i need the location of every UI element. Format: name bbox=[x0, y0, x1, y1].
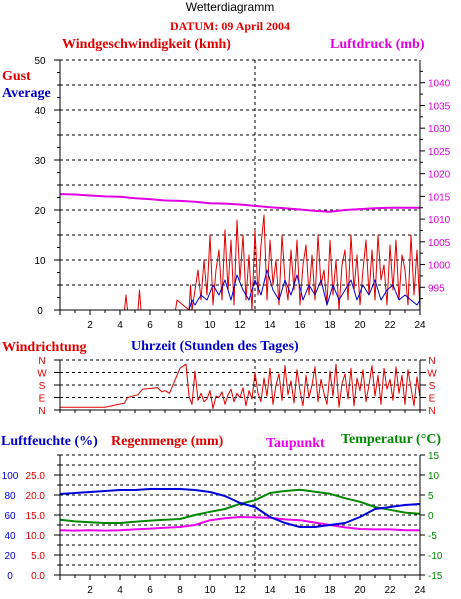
humidity-title: Luftfeuchte (%) bbox=[1, 434, 98, 449]
direction-left-tick-label: N bbox=[38, 356, 45, 367]
dewpoint-series-line bbox=[59, 516, 420, 532]
pressure-y-tick-label: 1020 bbox=[428, 170, 451, 181]
direction-right-tick-label: N bbox=[428, 356, 435, 367]
average-series-line bbox=[60, 269, 421, 311]
temperature-y-tick-label: -5 bbox=[428, 531, 437, 542]
wind-speed-title: Windgeschwindigkeit (kmh) bbox=[62, 37, 231, 52]
pressure-y-tick-label: 1030 bbox=[428, 124, 451, 135]
wind-x-tick-label: 24 bbox=[414, 320, 426, 331]
date-label: DATUM: 09 April 2004 bbox=[170, 19, 290, 33]
humidity-x-tick-label: 24 bbox=[414, 585, 426, 596]
direction-series-line bbox=[60, 363, 421, 410]
humidity-x-tick-label: 6 bbox=[147, 585, 153, 596]
direction-left-tick-label: W bbox=[37, 369, 47, 380]
wind-x-tick-label: 10 bbox=[204, 320, 216, 331]
direction-left-tick-label: N bbox=[38, 406, 45, 417]
direction-left-tick-label: E bbox=[39, 394, 46, 405]
wind-x-tick-label: 6 bbox=[147, 320, 153, 331]
rain-y-tick-label: 0.0 bbox=[31, 571, 45, 582]
humidity-x-tick-label: 16 bbox=[294, 585, 306, 596]
wind-x-tick-label: 2 bbox=[87, 320, 93, 331]
direction-right-tick-label: N bbox=[428, 406, 435, 417]
rain-y-tick-label: 25.0 bbox=[26, 471, 46, 482]
humidity-x-tick-label: 10 bbox=[204, 585, 216, 596]
direction-right-tick-label: W bbox=[427, 369, 437, 380]
legend-gust: Gust bbox=[2, 69, 31, 84]
wind-y-tick-label: 50 bbox=[34, 56, 46, 67]
pressure-title: Luftdruck (mb) bbox=[330, 37, 425, 52]
humidity-x-tick-label: 4 bbox=[117, 585, 123, 596]
wind-x-tick-label: 14 bbox=[264, 320, 276, 331]
wind-direction-title: Windrichtung bbox=[2, 340, 87, 355]
rain-y-tick-label: 5.0 bbox=[31, 551, 45, 562]
humidity-series-line bbox=[59, 488, 421, 528]
wind-x-tick-label: 20 bbox=[354, 320, 366, 331]
humidity-x-tick-label: 22 bbox=[384, 585, 396, 596]
wind-x-tick-label: 8 bbox=[177, 320, 183, 331]
wind-x-tick-label: 4 bbox=[117, 320, 123, 331]
temperature-title: Temperatur (°C) bbox=[341, 432, 441, 447]
direction-right-tick-label: S bbox=[429, 381, 436, 392]
humidity-y-tick-label: 20 bbox=[4, 551, 16, 562]
legend-average: Average bbox=[2, 86, 51, 101]
rain-y-tick-label: 20.0 bbox=[26, 491, 46, 502]
humidity-x-tick-label: 8 bbox=[177, 585, 183, 596]
temperature-y-tick-label: 15 bbox=[428, 451, 440, 462]
humidity-x-tick-label: 18 bbox=[324, 585, 336, 596]
pressure-y-tick-label: 1000 bbox=[428, 261, 451, 272]
pressure-y-tick-label: 995 bbox=[428, 283, 445, 294]
rain-y-tick-label: 15.0 bbox=[26, 511, 46, 522]
time-axis-label: Uhrzeit (Stunden des Tages) bbox=[131, 339, 299, 354]
wind-y-tick-label: 30 bbox=[34, 156, 46, 167]
wind-y-tick-label: 40 bbox=[34, 106, 46, 117]
humidity-x-tick-label: 20 bbox=[354, 585, 366, 596]
temperature-y-tick-label: 5 bbox=[428, 491, 434, 502]
dewpoint-title: Taupunkt bbox=[266, 436, 325, 451]
gust-series-line bbox=[60, 214, 421, 311]
pressure-series-line bbox=[59, 193, 420, 213]
wind-y-tick-label: 0 bbox=[37, 306, 43, 317]
humidity-y-tick-label: 80 bbox=[4, 491, 16, 502]
pressure-y-tick-label: 1025 bbox=[428, 147, 451, 158]
pressure-y-tick-label: 1040 bbox=[428, 79, 451, 90]
wind-x-tick-label: 16 bbox=[294, 320, 306, 331]
humidity-x-tick-label: 14 bbox=[264, 585, 276, 596]
direction-right-tick-label: E bbox=[429, 394, 436, 405]
wind-x-tick-label: 18 bbox=[324, 320, 336, 331]
direction-left-tick-label: S bbox=[39, 381, 46, 392]
pressure-y-tick-label: 1005 bbox=[428, 238, 451, 249]
data-layer bbox=[59, 193, 421, 576]
diagram-title: Wetterdiagramm bbox=[186, 0, 274, 14]
temperature-y-tick-label: 10 bbox=[428, 471, 440, 482]
pressure-y-tick-label: 1035 bbox=[428, 101, 451, 112]
humidity-y-tick-label: 40 bbox=[4, 531, 16, 542]
rain-title: Regenmenge (mm) bbox=[111, 434, 224, 449]
pressure-y-tick-label: 1010 bbox=[428, 215, 451, 226]
rain-y-tick-label: 10.0 bbox=[26, 531, 46, 542]
pressure-y-tick-label: 1015 bbox=[428, 192, 451, 203]
grid-layer bbox=[60, 59, 420, 575]
humidity-x-tick-label: 12 bbox=[234, 585, 246, 596]
temperature-y-tick-label: -15 bbox=[428, 571, 443, 582]
humidity-y-tick-label: 0 bbox=[7, 571, 13, 582]
wind-x-tick-label: 12 bbox=[234, 320, 246, 331]
humidity-x-tick-label: 2 bbox=[87, 585, 93, 596]
humidity-y-tick-label: 60 bbox=[4, 511, 16, 522]
axes-layer: 0102030405099510001005101010151020102510… bbox=[2, 56, 451, 596]
wind-x-tick-label: 22 bbox=[384, 320, 396, 331]
humidity-y-tick-label: 100 bbox=[2, 471, 19, 482]
temperature-y-tick-label: -10 bbox=[428, 551, 443, 562]
wind-y-tick-label: 20 bbox=[34, 206, 46, 217]
wind-y-tick-label: 10 bbox=[34, 256, 46, 267]
temperature-y-tick-label: 0 bbox=[428, 511, 434, 522]
